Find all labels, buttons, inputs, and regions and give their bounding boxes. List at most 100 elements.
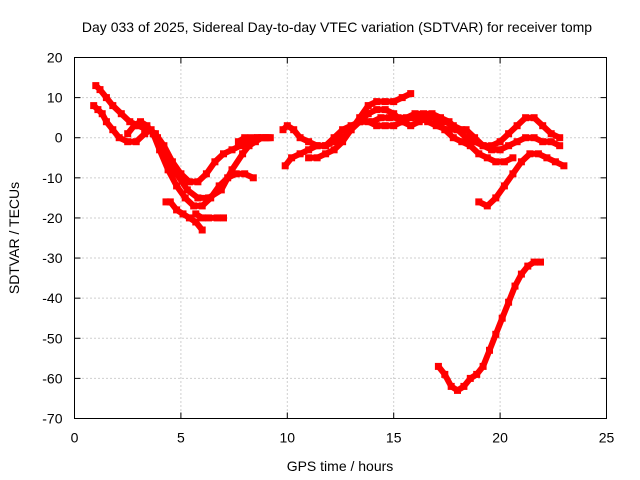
data-point: [190, 202, 198, 210]
data-point: [445, 118, 453, 126]
data-point: [500, 182, 508, 190]
data-point: [296, 150, 304, 158]
data-point: [539, 138, 547, 146]
data-point: [513, 122, 521, 130]
data-point: [522, 114, 530, 122]
data-point: [475, 198, 483, 206]
data-point: [462, 134, 470, 142]
data-point: [313, 154, 321, 162]
data-point: [220, 150, 227, 158]
data-point: [198, 202, 206, 210]
data-point: [130, 122, 138, 130]
data-point: [411, 110, 419, 118]
data-point: [305, 138, 313, 146]
data-point: [241, 170, 249, 178]
y-tick-label: -60: [42, 370, 62, 386]
data-point: [183, 186, 191, 194]
data-point: [290, 126, 298, 134]
y-tick-label: 20: [47, 50, 63, 66]
data-point: [102, 94, 110, 102]
data-point: [283, 122, 291, 130]
data-point: [483, 154, 491, 162]
data-point: [194, 194, 202, 202]
data-point: [305, 146, 313, 154]
data-point: [220, 214, 227, 222]
data-point: [132, 138, 140, 146]
data-point: [168, 158, 176, 166]
y-axis-label: SDTVAR / TECUs: [6, 182, 22, 294]
data-point: [288, 154, 296, 162]
series-line: [282, 106, 465, 169]
data-point: [356, 114, 364, 122]
data-point: [322, 142, 330, 150]
data-point: [109, 102, 117, 110]
data-point: [509, 154, 517, 162]
data-point: [177, 170, 185, 178]
data-point: [373, 98, 381, 106]
data-point: [530, 114, 538, 122]
series-line: [435, 259, 544, 394]
data-point: [339, 126, 347, 134]
data-point: [466, 374, 474, 382]
data-point: [207, 194, 215, 202]
data-point: [115, 134, 123, 142]
data-point: [547, 130, 555, 138]
data-point: [432, 118, 440, 126]
data-point: [198, 226, 206, 234]
data-point: [479, 142, 487, 150]
data-point: [454, 126, 461, 134]
series-arc-6: [234, 134, 274, 146]
x-tick-label: 0: [71, 430, 79, 446]
data-point: [511, 282, 519, 290]
data-point: [534, 150, 542, 158]
data-point: [471, 134, 479, 142]
data-point: [434, 362, 442, 370]
data-point: [543, 154, 551, 162]
series-arc-13: [434, 258, 544, 394]
data-point: [194, 178, 202, 186]
x-tick-label: 25: [599, 430, 615, 446]
x-tick-label: 10: [280, 430, 296, 446]
data-point: [530, 134, 538, 142]
tick-layer: 0 5 10 15 20 25 -70 -60 -50 -40 -30 -20 -10 0 10 20: [42, 50, 614, 446]
data-point: [173, 170, 181, 178]
data-point: [102, 118, 110, 126]
data-point: [424, 114, 432, 122]
data-point: [249, 174, 257, 182]
data-point: [496, 146, 504, 154]
chart-title: Day 033 of 2025, Sidereal Day-to-day VTE…: [82, 19, 592, 35]
data-point: [181, 194, 189, 202]
data-point: [488, 146, 496, 154]
data-point: [373, 122, 381, 130]
data-point: [205, 214, 213, 222]
data-point: [447, 382, 455, 390]
data-point: [394, 114, 402, 122]
data-point: [137, 118, 144, 126]
data-point: [377, 114, 385, 122]
data-point: [500, 158, 508, 166]
data-point: [173, 182, 181, 190]
data-point: [234, 138, 242, 146]
series-arc-5: [192, 210, 227, 222]
data-point: [428, 110, 436, 118]
data-point: [173, 206, 181, 214]
series-line: [92, 82, 269, 185]
data-point: [213, 214, 221, 222]
data-point: [524, 262, 532, 270]
series-arc-10: [368, 110, 564, 150]
data-point: [517, 270, 525, 278]
data-point: [381, 122, 389, 130]
data-point: [473, 370, 481, 378]
data-point: [420, 110, 427, 118]
data-point: [266, 134, 274, 142]
data-point: [462, 126, 470, 134]
data-point: [141, 130, 149, 138]
data-point: [228, 166, 236, 174]
data-point: [198, 214, 206, 222]
data-point: [192, 210, 200, 218]
series-arc-12: [475, 150, 568, 210]
data-point: [471, 138, 479, 146]
data-point: [166, 198, 174, 206]
data-point: [458, 138, 466, 146]
